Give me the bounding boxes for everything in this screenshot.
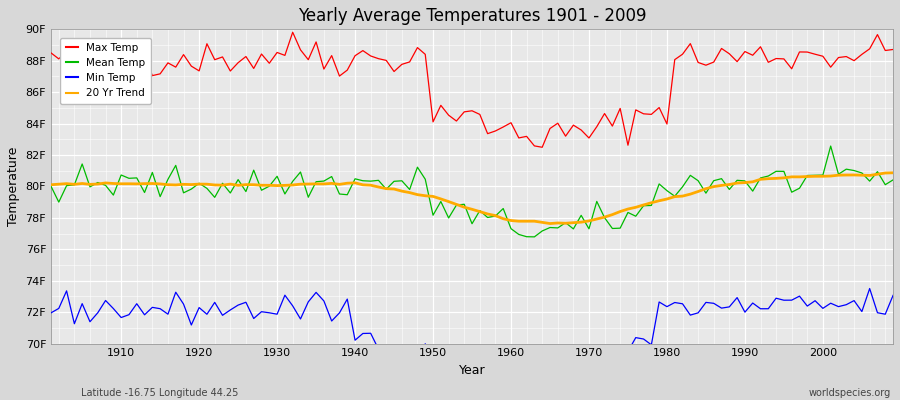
Text: worldspecies.org: worldspecies.org <box>809 388 891 398</box>
X-axis label: Year: Year <box>459 364 485 377</box>
Y-axis label: Temperature: Temperature <box>7 147 20 226</box>
Legend: Max Temp, Mean Temp, Min Temp, 20 Yr Trend: Max Temp, Mean Temp, Min Temp, 20 Yr Tre… <box>60 38 151 104</box>
Title: Yearly Average Temperatures 1901 - 2009: Yearly Average Temperatures 1901 - 2009 <box>298 7 646 25</box>
Text: Latitude -16.75 Longitude 44.25: Latitude -16.75 Longitude 44.25 <box>81 388 239 398</box>
